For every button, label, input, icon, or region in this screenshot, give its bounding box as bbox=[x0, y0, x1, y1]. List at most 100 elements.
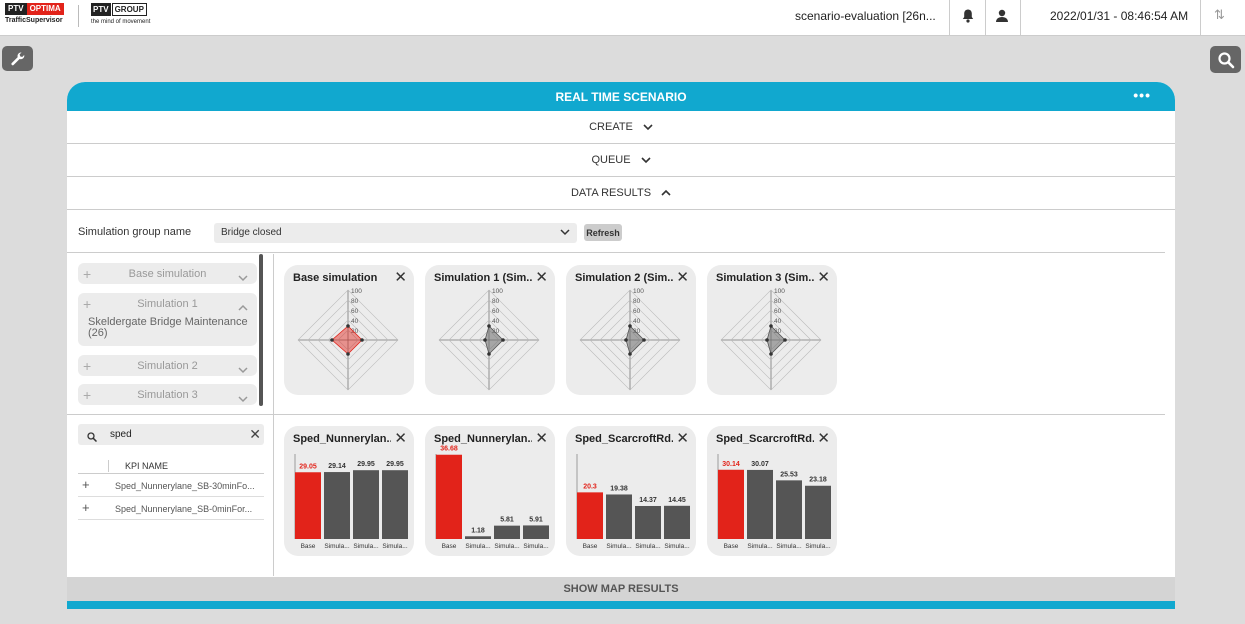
scrollbar-thumb[interactable] bbox=[259, 254, 263, 406]
plus-icon[interactable]: + bbox=[83, 266, 92, 282]
simulation-group-label: Simulation group name bbox=[78, 226, 192, 238]
radar-point bbox=[360, 338, 364, 342]
bar-value-label: 19.38 bbox=[610, 485, 628, 492]
show-map-results-button[interactable]: SHOW MAP RESULTS bbox=[67, 577, 1175, 601]
bar-value-label: 20.3 bbox=[583, 483, 597, 490]
bar bbox=[577, 492, 603, 539]
radar-tick-label: 40 bbox=[351, 318, 359, 325]
radar-tick-label: 80 bbox=[774, 298, 782, 305]
search-icon bbox=[87, 429, 98, 443]
bar-card-title: Sped_ScarcroftRd... bbox=[716, 433, 814, 445]
section-queue[interactable]: QUEUE bbox=[67, 144, 1175, 177]
plus-icon[interactable]: + bbox=[83, 358, 92, 374]
bell-icon[interactable] bbox=[961, 8, 975, 24]
radar-grid bbox=[438, 289, 540, 391]
radar-grid bbox=[458, 309, 520, 371]
logo-sub-text: TrafficSupervisor bbox=[5, 17, 63, 24]
kpi-table-header: KPI NAME bbox=[78, 458, 264, 474]
kpi-search-input[interactable]: sped ✕ bbox=[78, 424, 264, 445]
bar-card: Sped_ScarcroftRd... ✕ 20.3 Base 19.38 Simul… bbox=[566, 426, 696, 556]
ptv-optima-logo: PTV OPTIMA TrafficSupervisor bbox=[5, 3, 67, 27]
real-time-scenario-panel: REAL TIME SCENARIO ••• CREATE QUEUE DATA… bbox=[67, 82, 1175, 609]
kpi-name: Sped_Nunnerylane_SB-30minFo... bbox=[115, 481, 255, 491]
vertical-divider bbox=[273, 254, 274, 576]
add-kpi-icon[interactable]: + bbox=[82, 477, 90, 492]
sim-item-content: Skeldergate Bridge Maintenance (26) bbox=[88, 316, 248, 339]
radar-grid bbox=[740, 309, 802, 371]
chevron-down-icon[interactable] bbox=[238, 362, 248, 374]
radar-point bbox=[769, 324, 773, 328]
bar-category-label: Base bbox=[301, 543, 316, 550]
close-icon[interactable]: ✕ bbox=[394, 430, 407, 447]
radar-point bbox=[628, 324, 632, 328]
radar-tick-label: 20 bbox=[492, 328, 500, 335]
more-menu-icon[interactable]: ••• bbox=[1133, 87, 1151, 103]
logo-group-text: GROUP bbox=[111, 3, 147, 16]
radar-card-title: Base simulation bbox=[293, 272, 378, 284]
bar-card-title: Sped_ScarcroftRd... bbox=[575, 433, 673, 445]
bar bbox=[494, 525, 520, 539]
radar-tick-label: 60 bbox=[351, 308, 359, 315]
radar-grid bbox=[327, 319, 369, 361]
section-create[interactable]: CREATE bbox=[67, 111, 1175, 144]
radar-point bbox=[330, 338, 334, 342]
radar-card-title: Simulation 1 (Sim... bbox=[434, 272, 532, 284]
chevron-down-icon[interactable] bbox=[238, 391, 248, 403]
bar-chart: 20.3 Base 19.38 Simula... 14.37 Simula... 14.4… bbox=[576, 454, 690, 550]
close-icon[interactable]: ✕ bbox=[535, 430, 548, 447]
bar-category-label: Simula... bbox=[382, 543, 407, 550]
bar-card: Sped_Nunnerylan... ✕ 36.68 Base 1.18 Simula… bbox=[425, 426, 555, 556]
kpi-row[interactable]: + Sped_Nunnerylane_SB-0minFor... bbox=[78, 497, 264, 520]
section-data-results[interactable]: DATA RESULTS bbox=[67, 177, 1175, 210]
radar-tick-label: 100 bbox=[492, 288, 503, 295]
user-icon[interactable] bbox=[995, 8, 1009, 24]
scenario-name[interactable]: scenario-evaluation [26n... bbox=[795, 9, 936, 23]
bar bbox=[295, 472, 321, 539]
search-icon[interactable] bbox=[1210, 46, 1241, 73]
radar-tick-label: 80 bbox=[633, 298, 641, 305]
close-icon[interactable]: ✕ bbox=[676, 430, 689, 447]
bar bbox=[523, 525, 549, 539]
panel-footer-bar bbox=[67, 601, 1175, 609]
close-icon[interactable]: ✕ bbox=[676, 269, 689, 286]
plus-icon[interactable]: + bbox=[83, 387, 92, 403]
bar bbox=[324, 472, 350, 539]
kpi-row[interactable]: + Sped_Nunnerylane_SB-30minFo... bbox=[78, 474, 264, 497]
sim-item-3[interactable]: + Simulation 3 bbox=[78, 384, 257, 405]
bar-category-label: Simula... bbox=[465, 543, 490, 550]
sim-item-base[interactable]: + Base simulation bbox=[78, 263, 257, 284]
wrench-icon[interactable] bbox=[2, 46, 33, 71]
bar-value-label: 14.45 bbox=[668, 497, 686, 504]
bar bbox=[635, 505, 661, 539]
bar-value-label: 1.18 bbox=[471, 527, 485, 534]
simulation-group-select[interactable]: Bridge closed bbox=[214, 223, 577, 243]
radar-point bbox=[487, 324, 491, 328]
close-icon[interactable]: ✕ bbox=[817, 430, 830, 447]
close-icon[interactable]: ✕ bbox=[394, 269, 407, 286]
bar bbox=[805, 485, 831, 539]
close-icon[interactable]: ✕ bbox=[535, 269, 548, 286]
close-icon[interactable]: ✕ bbox=[817, 269, 830, 286]
sort-icon[interactable]: ⇅ bbox=[1214, 7, 1225, 22]
add-kpi-icon[interactable]: + bbox=[82, 500, 90, 515]
radar-grid bbox=[297, 289, 399, 391]
radar-grid bbox=[468, 319, 510, 361]
radar-card: Simulation 3 (Sim... ✕ 100 80 60 40 20 bbox=[707, 265, 837, 395]
bar-value-label: 36.68 bbox=[440, 446, 458, 453]
divider bbox=[985, 0, 986, 36]
radar-grid bbox=[720, 289, 822, 391]
bar-category-label: Simula... bbox=[523, 543, 548, 550]
sim-item-1[interactable]: + Simulation 1 Skeldergate Bridge Mainte… bbox=[78, 293, 257, 346]
clear-icon[interactable]: ✕ bbox=[249, 426, 261, 442]
radar-tick-label: 60 bbox=[774, 308, 782, 315]
chevron-up-icon[interactable] bbox=[238, 300, 248, 311]
radar-point bbox=[628, 352, 632, 356]
chevron-down-icon[interactable] bbox=[238, 270, 248, 282]
plus-icon[interactable]: + bbox=[83, 296, 92, 312]
radar-point bbox=[501, 338, 505, 342]
refresh-button[interactable]: Refresh bbox=[584, 224, 622, 241]
bar bbox=[382, 470, 408, 539]
bar bbox=[436, 454, 462, 539]
sim-item-2[interactable]: + Simulation 2 bbox=[78, 355, 257, 376]
bar-category-label: Simula... bbox=[606, 543, 631, 550]
